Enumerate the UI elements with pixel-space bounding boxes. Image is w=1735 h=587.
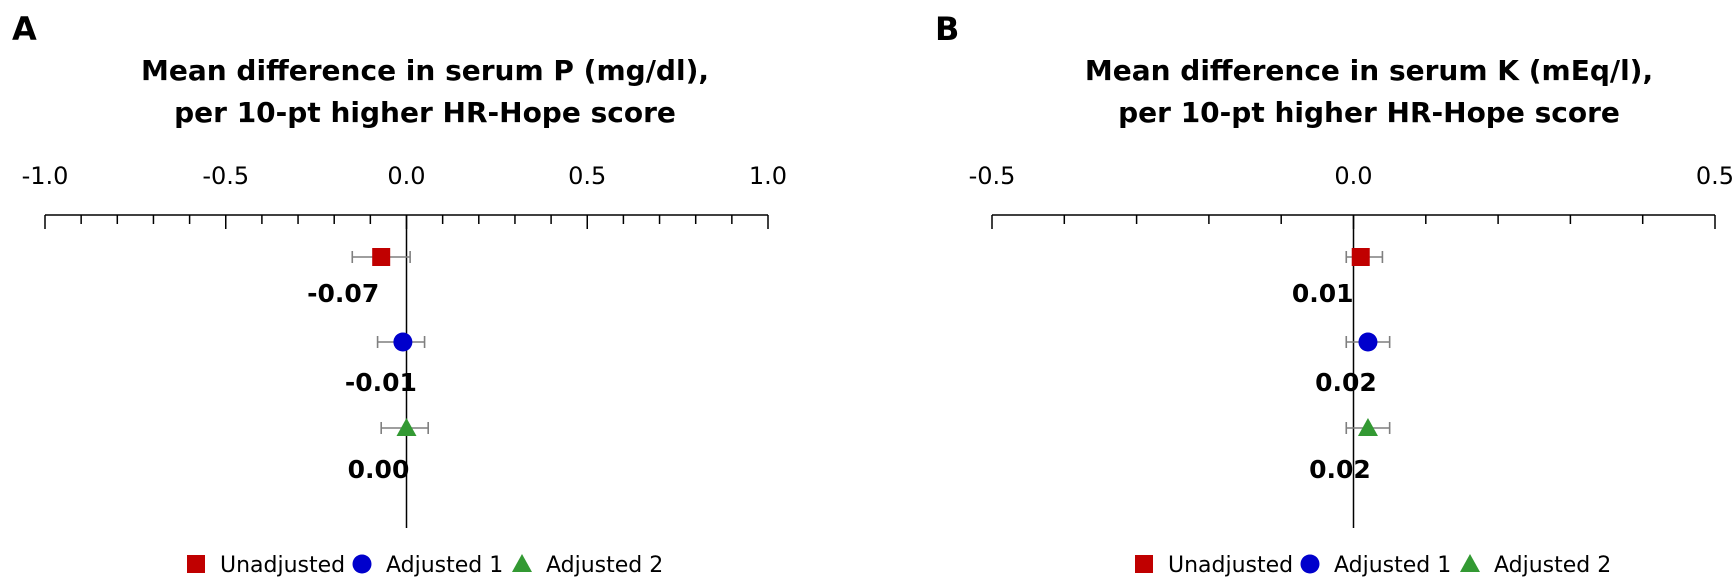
legend-label: Adjusted 2	[1494, 553, 1611, 578]
legend-marker-circle	[352, 554, 372, 574]
data-label: 0.01	[1292, 279, 1354, 308]
x-tick-label: -0.5	[202, 162, 249, 190]
chart-title-line: per 10-pt higher HR-Hope score	[174, 96, 676, 129]
legend-marker-square	[187, 555, 205, 573]
chart-title-line: Mean difference in serum P (mg/dl),	[141, 54, 709, 87]
data-label: 0.00	[348, 455, 410, 484]
x-tick-label: -1.0	[22, 162, 69, 190]
data-point-circle	[393, 332, 413, 352]
data-point-square	[372, 248, 391, 266]
legend-label: Adjusted 1	[386, 553, 503, 578]
data-point-triangle	[1357, 418, 1378, 436]
x-tick-label: -0.5	[969, 162, 1016, 190]
data-label: 0.02	[1309, 455, 1371, 484]
legend-marker-triangle	[512, 554, 532, 572]
data-label: -0.01	[345, 368, 417, 397]
x-tick-label: 0.0	[387, 162, 425, 190]
data-point-triangle	[396, 418, 417, 436]
data-label: -0.07	[307, 279, 379, 308]
legend-label: Unadjusted	[220, 553, 345, 578]
data-label: 0.02	[1315, 368, 1377, 397]
x-tick-label: 0.5	[568, 162, 606, 190]
legend-label: Unadjusted	[1168, 553, 1293, 578]
x-tick-label: 1.0	[749, 162, 787, 190]
chart-title-line: per 10-pt higher HR-Hope score	[1118, 96, 1620, 129]
legend-label: Adjusted 1	[1334, 553, 1451, 578]
panel-b: B Mean difference in serum K (mEq/l), per …	[935, 10, 1734, 578]
data-point-square	[1351, 248, 1370, 266]
legend-marker-triangle	[1460, 554, 1480, 572]
panel-a: A Mean difference in serum P (mg/dl), per …	[12, 10, 787, 578]
panel-letter: B	[935, 10, 959, 48]
legend: Unadjusted Adjusted 1 Adjusted 2	[187, 553, 663, 578]
legend: Unadjusted Adjusted 1 Adjusted 2	[1135, 553, 1611, 578]
panel-letter: A	[12, 10, 37, 48]
chart-title-line: Mean difference in serum K (mEq/l),	[1085, 54, 1653, 87]
legend-marker-square	[1135, 555, 1153, 573]
data-point-circle	[1358, 332, 1378, 352]
x-tick-label: 0.5	[1696, 162, 1734, 190]
x-tick-label: 0.0	[1334, 162, 1372, 190]
legend-label: Adjusted 2	[546, 553, 663, 578]
legend-marker-circle	[1300, 554, 1320, 574]
